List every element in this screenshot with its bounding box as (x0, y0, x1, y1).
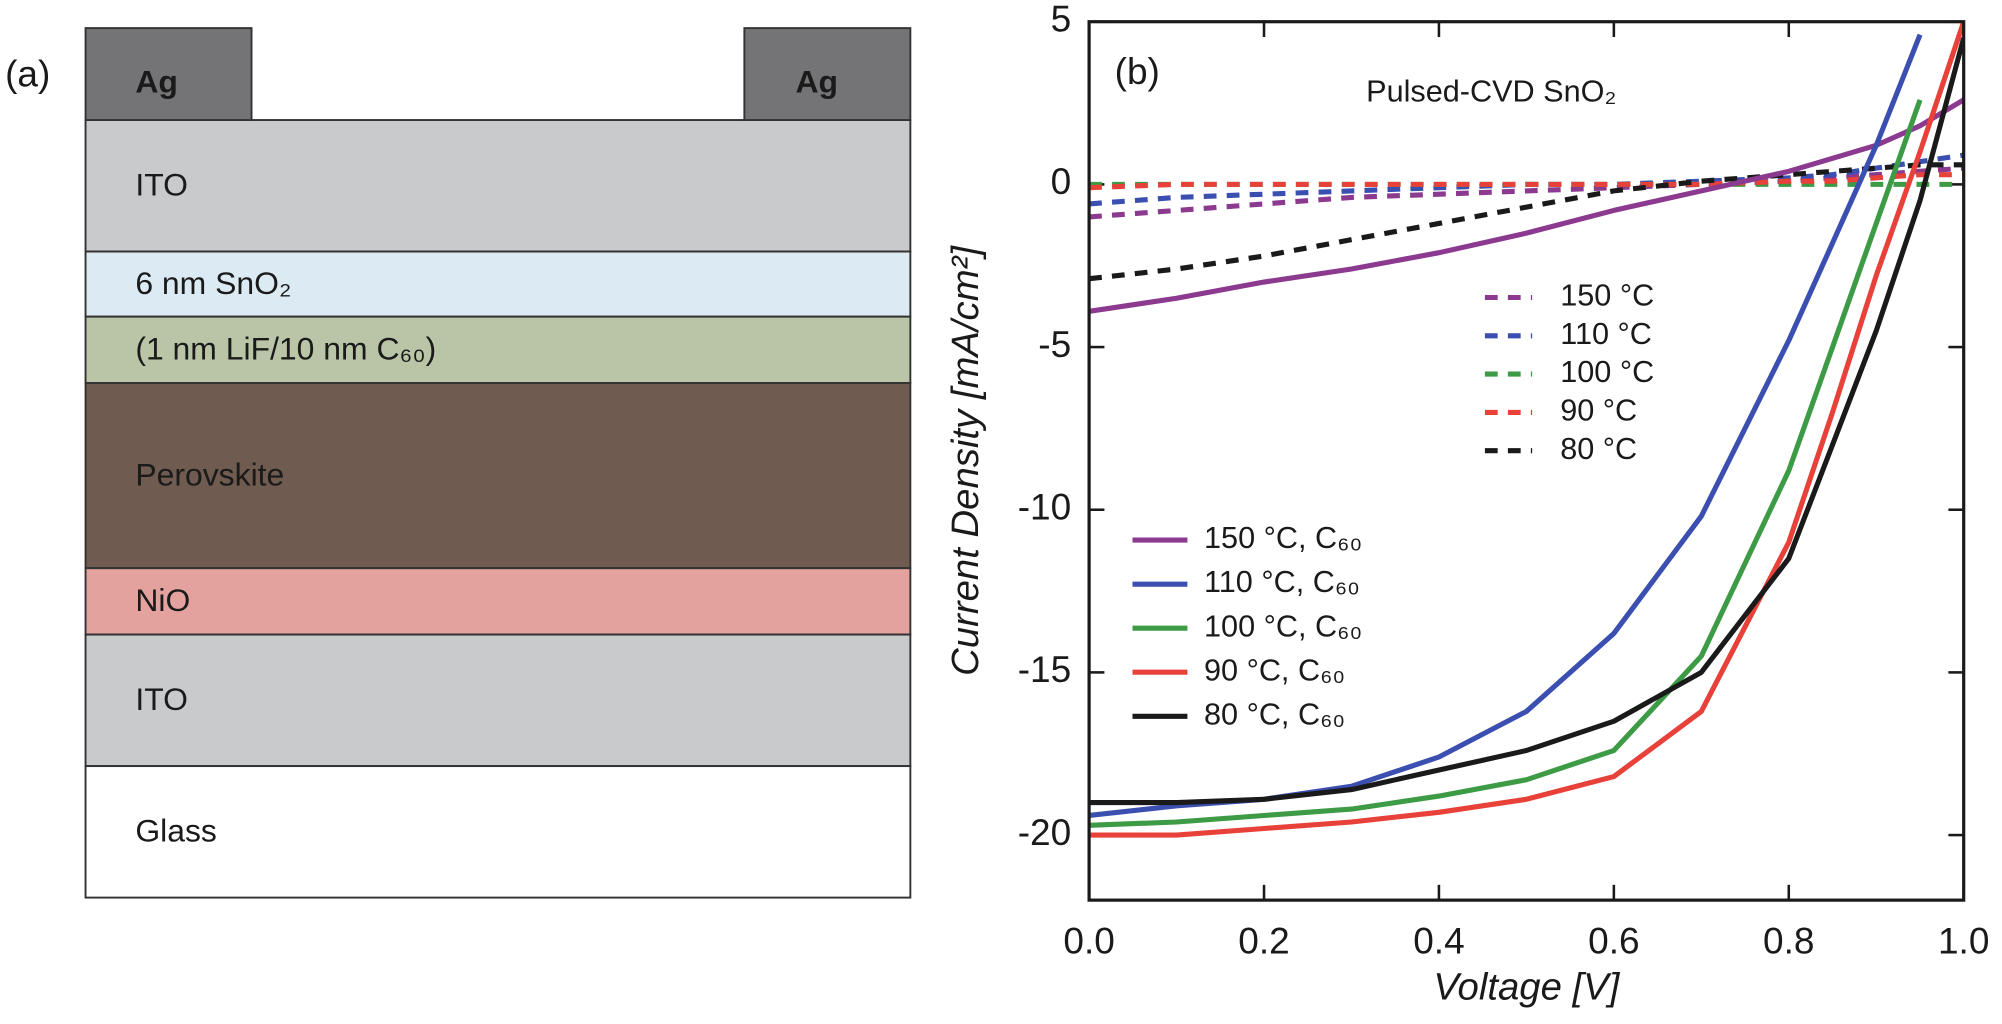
contact (84, 27, 253, 121)
layer-label: Glass (135, 813, 217, 849)
legend-label: 110 °C, C₆₀ (1204, 565, 1360, 599)
legend-label: 150 °C (1560, 279, 1654, 313)
layer-label: Perovskite (135, 456, 284, 492)
series-line (1089, 152, 1964, 207)
y-tick-label: 0 (1051, 160, 1072, 202)
x-tick-label: 0.0 (1063, 919, 1114, 961)
legend-label: 90 °C (1560, 394, 1637, 428)
legend-label: 150 °C, C₆₀ (1204, 521, 1362, 555)
layer (84, 250, 912, 318)
layer-stack: ITO 6 nm SnO₂ (1 nm LiF/10 nm C₆₀) Perovski… (84, 27, 912, 899)
legend-label: 100 °C (1560, 355, 1654, 389)
legend-label: 100 °C, C₆₀ (1204, 609, 1362, 643)
series-line (1089, 37, 1964, 806)
layer (84, 633, 912, 768)
series-line (1089, 162, 1964, 282)
x-tick-label: 0.8 (1763, 919, 1814, 961)
x-axis-label: Voltage [V] (1433, 966, 1620, 1009)
x-tick-label: 0.6 (1588, 919, 1639, 961)
y-axis-label: Current Density [mA/cm²] (944, 245, 987, 676)
layer (84, 567, 912, 636)
y-tick-label: -10 (1018, 486, 1072, 528)
series-line (1089, 172, 1964, 191)
x-tick-label: 1.0 (1938, 919, 1989, 961)
legend-label: 90 °C, C₆₀ (1204, 653, 1345, 687)
series-line (1089, 21, 1964, 838)
layer (84, 382, 912, 570)
series-line (1089, 165, 1964, 220)
layer-label: ITO (135, 166, 188, 202)
contact-label: Ag (135, 64, 178, 100)
plot-frame (1087, 20, 1966, 902)
legend-label: 110 °C (1560, 317, 1652, 351)
layer-label: NiO (135, 582, 190, 618)
layer (84, 119, 912, 253)
layer-label: 6 nm SnO₂ (135, 265, 291, 301)
y-tick-label: 5 (1051, 0, 1072, 39)
layer-label: ITO (135, 681, 188, 717)
lines (1089, 21, 1964, 838)
layer (84, 765, 912, 899)
layer (84, 315, 912, 385)
panel-label: (b) (1115, 50, 1160, 92)
panel-label: (a) (5, 52, 50, 94)
jv-chart: (b) Pulsed-CVD SnO₂ -20 -15 -10 -5 0 5 0.0 0.2 0.4… (944, 0, 1990, 1009)
y-tick-label: -5 (1038, 323, 1071, 365)
series-line (1089, 99, 1923, 828)
x-tick-label: 0.4 (1413, 919, 1464, 961)
contact (743, 27, 912, 121)
x-tick-label: 0.2 (1238, 919, 1289, 961)
contact-label: Ag (795, 64, 838, 100)
layer-label: (1 nm LiF/10 nm C₆₀) (135, 331, 436, 367)
legend-label: 80 °C, C₆₀ (1204, 697, 1345, 731)
y-tick-label: -15 (1018, 648, 1072, 690)
y-tick-label: -20 (1018, 811, 1072, 853)
chart-title: Pulsed-CVD SnO₂ (1366, 74, 1616, 108)
legend-label: 80 °C (1560, 432, 1637, 466)
